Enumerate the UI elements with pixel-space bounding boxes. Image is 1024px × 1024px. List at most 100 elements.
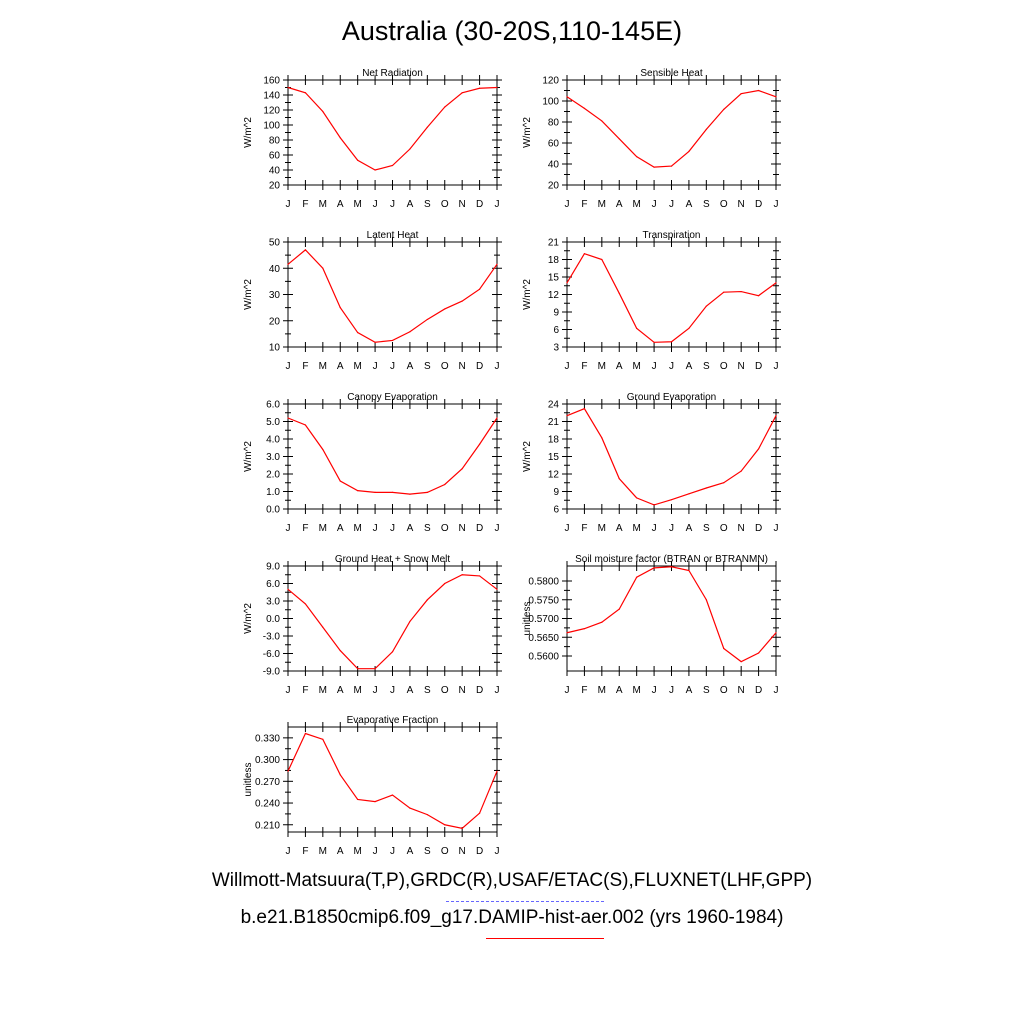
data-point bbox=[357, 159, 359, 161]
x-tick-label: D bbox=[476, 523, 483, 534]
y-tick-label: 40 bbox=[548, 160, 560, 171]
x-tick-label: M bbox=[598, 361, 606, 372]
x-tick-label: J bbox=[669, 523, 674, 534]
data-point bbox=[287, 770, 289, 772]
x-tick-label: J bbox=[286, 846, 291, 857]
x-tick-label: A bbox=[616, 199, 623, 210]
data-point bbox=[636, 156, 638, 158]
y-tick-label: 40 bbox=[269, 264, 281, 275]
data-point bbox=[636, 327, 638, 329]
y-tick-label: 6.0 bbox=[266, 579, 280, 590]
x-tick-label: J bbox=[286, 361, 291, 372]
data-point bbox=[478, 812, 481, 814]
x-tick-label: F bbox=[581, 199, 587, 210]
x-tick-label: A bbox=[407, 199, 414, 210]
x-tick-label: J bbox=[286, 199, 291, 210]
y-tick-label: 20 bbox=[269, 316, 281, 327]
y-tick-label: 50 bbox=[269, 238, 281, 249]
data-point bbox=[322, 267, 324, 269]
x-tick-label: M bbox=[353, 523, 361, 534]
x-tick-label: J bbox=[390, 523, 395, 534]
x-tick-label: D bbox=[476, 846, 483, 857]
data-point bbox=[444, 483, 446, 486]
y-tick-label: 3.0 bbox=[266, 452, 280, 463]
x-tick-label: F bbox=[302, 361, 308, 372]
x-tick-label: O bbox=[720, 685, 728, 696]
y-tick-label: 20 bbox=[269, 181, 281, 192]
y-tick-label: 30 bbox=[269, 290, 281, 301]
data-point bbox=[391, 491, 394, 493]
x-tick-label: A bbox=[337, 685, 344, 696]
series-line bbox=[566, 89, 777, 168]
data-point bbox=[426, 318, 428, 321]
data-point bbox=[496, 263, 498, 265]
data-point bbox=[339, 649, 341, 652]
x-tick-label: F bbox=[302, 199, 308, 210]
data-point bbox=[601, 437, 603, 439]
data-point bbox=[705, 487, 707, 489]
y-tick-label: 10 bbox=[269, 343, 281, 354]
page-title: Australia (30-20S,110-145E) bbox=[341, 16, 683, 46]
chart-title: Transpiration bbox=[643, 230, 701, 241]
y-tick-label: 18 bbox=[548, 255, 560, 266]
data-point bbox=[670, 499, 673, 501]
data-point bbox=[374, 169, 376, 171]
x-tick-label: M bbox=[632, 361, 640, 372]
data-point bbox=[618, 292, 620, 294]
data-point bbox=[636, 576, 638, 578]
series-line bbox=[287, 86, 498, 171]
x-tick-label: J bbox=[286, 523, 291, 534]
data-point bbox=[287, 263, 289, 265]
x-tick-label: S bbox=[424, 199, 431, 210]
data-point bbox=[670, 165, 673, 167]
y-tick-label: 9 bbox=[553, 487, 559, 498]
data-point bbox=[775, 415, 777, 417]
y-tick-label: 0.5600 bbox=[528, 652, 559, 663]
x-tick-label: O bbox=[720, 361, 728, 372]
data-point bbox=[461, 300, 463, 302]
x-tick-label: J bbox=[286, 685, 291, 696]
data-point bbox=[357, 331, 359, 334]
data-point bbox=[374, 341, 376, 343]
x-tick-label: J bbox=[774, 523, 779, 534]
data-point bbox=[461, 92, 463, 94]
chart-title: Ground Evaporation bbox=[627, 392, 717, 403]
data-point bbox=[653, 341, 655, 343]
x-tick-label: A bbox=[407, 685, 414, 696]
x-tick-label: N bbox=[738, 199, 745, 210]
y-axis-label: W/m^2 bbox=[243, 279, 254, 310]
x-tick-label: O bbox=[441, 523, 449, 534]
series-line bbox=[287, 732, 498, 830]
data-point bbox=[670, 341, 673, 343]
data-point bbox=[391, 651, 394, 653]
y-tick-label: -3.0 bbox=[263, 632, 281, 643]
y-tick-label: 120 bbox=[263, 106, 280, 117]
x-tick-label: M bbox=[353, 685, 361, 696]
data-point bbox=[339, 480, 341, 482]
y-tick-label: 0.0 bbox=[266, 505, 280, 516]
x-tick-label: J bbox=[373, 846, 378, 857]
x-tick-label: M bbox=[632, 199, 640, 210]
x-tick-label: M bbox=[353, 361, 361, 372]
data-point bbox=[478, 288, 481, 290]
x-tick-label: M bbox=[632, 523, 640, 534]
series-line bbox=[566, 566, 777, 663]
chart-panel-8: Soil moisture factor (BTRAN or BTRANMN) u… bbox=[522, 554, 781, 696]
obs-legend-text: Willmott-Matsuura(T,P),GRDC(R),USAF/ETAC… bbox=[211, 870, 813, 891]
data-point bbox=[670, 566, 673, 568]
data-point bbox=[304, 732, 307, 735]
data-point bbox=[426, 599, 428, 601]
x-tick-label: J bbox=[652, 361, 657, 372]
data-point bbox=[775, 282, 777, 284]
y-tick-label: 0.0 bbox=[266, 614, 280, 625]
data-point bbox=[688, 569, 690, 572]
data-point bbox=[391, 794, 394, 796]
x-tick-label: M bbox=[319, 199, 327, 210]
x-tick-label: A bbox=[686, 523, 693, 534]
data-point bbox=[461, 827, 463, 829]
x-tick-label: J bbox=[390, 846, 395, 857]
data-point bbox=[374, 800, 376, 803]
data-point bbox=[391, 339, 394, 342]
series-line bbox=[566, 252, 777, 343]
